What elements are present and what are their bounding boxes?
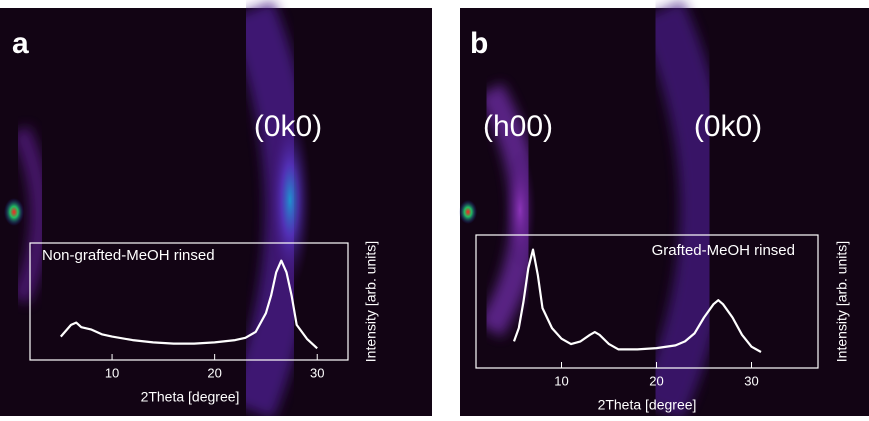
plot-frame: [475, 234, 819, 369]
x-tick-label: 10: [554, 373, 568, 388]
x-axis-label: 2Theta [degree]: [141, 389, 240, 405]
y-axis-label: Intensity [arb. units]: [363, 241, 379, 362]
y-axis-label: Intensity [arb. units]: [834, 241, 850, 362]
panel-label: b: [470, 27, 488, 60]
x-axis-label: 2Theta [degree]: [598, 397, 697, 413]
legend-label: Grafted-MeOH rinsed: [652, 242, 795, 259]
x-tick-label: 10: [105, 365, 119, 380]
plot-frame: [29, 242, 349, 361]
data-line: [59, 259, 318, 350]
data-line: [512, 248, 762, 353]
x-tick-label: 20: [207, 365, 221, 380]
panel-b-background: [459, 0, 869, 421]
x-tick-label: 20: [649, 373, 663, 388]
legend-label: Non-grafted-MeOH rinsed: [42, 247, 215, 264]
panel-a-background: [0, 0, 432, 420]
annotation: (h00): [483, 110, 553, 143]
x-tick-label: 30: [310, 365, 324, 380]
x-tick-label: 30: [744, 373, 758, 388]
annotation: (0k0): [254, 110, 322, 143]
panel-label: a: [12, 27, 29, 60]
annotation: (0k0): [694, 110, 762, 143]
